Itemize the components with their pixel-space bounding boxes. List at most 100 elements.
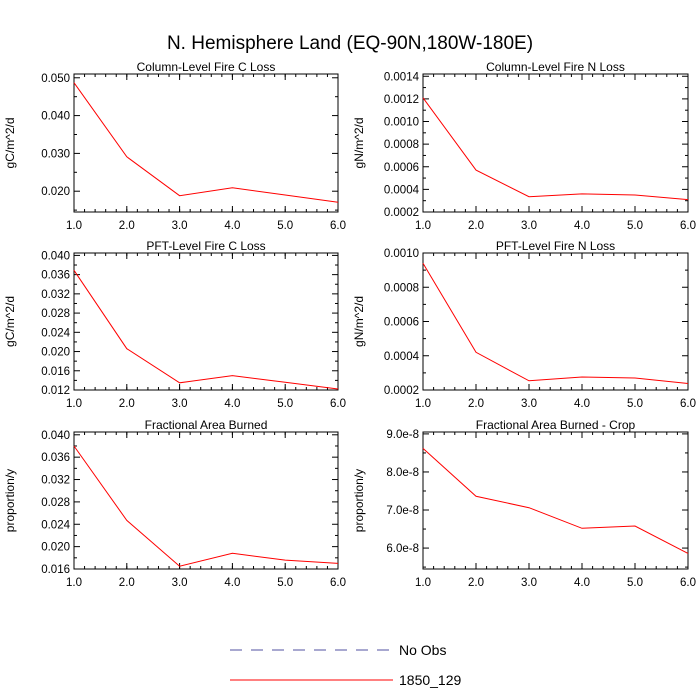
y-tick-label: 0.032 [41, 289, 70, 301]
y-tick-label: 0.0006 [384, 317, 419, 329]
x-tick-label: 2.0 [119, 220, 135, 232]
y-tick-label: 0.024 [41, 327, 70, 339]
x-tick-label: 1.0 [66, 577, 82, 589]
panels: 1.0 2.0 3.0 4.0 5.0 6.0 0.020 0.030 0.040 0.050 Co… [3, 60, 696, 589]
panel-title: PFT-Level Fire N Loss [496, 239, 615, 253]
x-tick-label: 5.0 [627, 398, 643, 410]
x-tick-label: 4.0 [574, 220, 590, 232]
plot-frame [73, 73, 339, 213]
plot-frame [422, 73, 689, 213]
figure-title: N. Hemisphere Land (EQ-90N,180W-180E) [167, 33, 533, 54]
plot-frame [422, 252, 689, 391]
y-axis-label: gC/m^2/d [3, 118, 17, 169]
y-tick-label: 0.040 [41, 111, 70, 123]
y-axis-label: gN/m^2/d [352, 118, 366, 169]
x-tick-label: 3.0 [521, 577, 537, 589]
panel-3: 1.0 2.0 3.0 4.0 5.0 6.0 0.012 0.016 0.020 0.024 0.… [3, 239, 346, 410]
panel-title: Fractional Area Burned [145, 418, 268, 432]
y-tick-label: 0.0002 [384, 207, 419, 219]
y-tick-label: 0.020 [41, 186, 70, 198]
x-tick-label: 4.0 [224, 577, 240, 589]
y-axis-label: gC/m^2/d [3, 296, 17, 347]
y-tick-label: 0.028 [41, 497, 70, 509]
x-tick-label: 6.0 [330, 220, 346, 232]
x-tick-label: 4.0 [224, 398, 240, 410]
x-tick-label: 3.0 [172, 577, 188, 589]
x-tick-label: 6.0 [680, 398, 696, 410]
legend: No Obs 1850_129 [230, 642, 462, 688]
x-tick-label: 2.0 [468, 577, 484, 589]
y-tick-label: 0.040 [41, 250, 70, 262]
series-line [422, 97, 689, 201]
y-tick-label: 0.0006 [384, 162, 419, 174]
x-tick-label: 6.0 [680, 577, 696, 589]
series-line [73, 445, 339, 567]
x-tick-label: 4.0 [574, 398, 590, 410]
y-tick-label: 0.016 [41, 366, 70, 378]
plot-frame [73, 431, 339, 570]
x-tick-label: 5.0 [627, 220, 643, 232]
legend-entry: 1850_129 [230, 672, 462, 688]
y-tick-label: 0.0012 [384, 94, 419, 106]
y-tick-label: 0.0008 [384, 282, 419, 294]
panel-title: Fractional Area Burned - Crop [476, 418, 636, 432]
x-tick-label: 1.0 [415, 577, 431, 589]
x-tick-label: 6.0 [330, 398, 346, 410]
y-tick-label: 0.0014 [384, 71, 420, 83]
y-tick-label: 0.028 [41, 308, 70, 320]
series-line [422, 448, 689, 554]
x-tick-label: 4.0 [574, 577, 590, 589]
y-tick-label: 0.012 [41, 385, 70, 397]
panel-2: 1.0 2.0 3.0 4.0 5.0 6.0 0.0002 0.0004 0.0006 0.00… [352, 60, 696, 232]
y-tick-label: 6.0e-8 [386, 543, 419, 555]
y-tick-label: 0.020 [41, 542, 70, 554]
y-tick-label: 0.0010 [384, 117, 419, 129]
x-tick-label: 1.0 [415, 220, 431, 232]
panel-6: 1.0 2.0 3.0 4.0 5.0 6.0 6.0e-8 7.0e-8 8.0e-8 9.0e… [352, 418, 696, 589]
y-tick-label: 0.030 [41, 148, 70, 160]
y-tick-label: 0.040 [41, 430, 70, 442]
y-tick-label: 0.036 [41, 452, 70, 464]
panel-1: 1.0 2.0 3.0 4.0 5.0 6.0 0.020 0.030 0.040 0.050 Co… [3, 60, 346, 232]
y-axis-label: proportion/y [3, 469, 17, 532]
plot-frame [73, 252, 339, 391]
x-tick-label: 2.0 [119, 398, 135, 410]
y-tick-label: 0.032 [41, 475, 70, 487]
series-line [422, 263, 689, 384]
x-tick-label: 1.0 [415, 398, 431, 410]
x-tick-label: 3.0 [521, 220, 537, 232]
x-tick-label: 2.0 [468, 398, 484, 410]
x-tick-label: 6.0 [680, 220, 696, 232]
panel-title: Column-Level Fire C Loss [137, 60, 276, 74]
y-tick-label: 0.0004 [384, 184, 420, 196]
y-tick-label: 9.0e-8 [386, 429, 419, 441]
y-tick-label: 0.020 [41, 347, 70, 359]
x-tick-label: 3.0 [172, 398, 188, 410]
y-axis-label: proportion/y [352, 469, 366, 532]
y-tick-label: 7.0e-8 [386, 505, 419, 517]
y-tick-label: 0.050 [41, 73, 70, 85]
y-tick-label: 0.016 [41, 564, 70, 576]
y-tick-label: 0.024 [41, 519, 70, 531]
x-tick-label: 6.0 [330, 577, 346, 589]
y-axis-label: gN/m^2/d [352, 296, 366, 347]
y-tick-label: 0.036 [41, 270, 70, 282]
legend-label: 1850_129 [399, 672, 462, 688]
x-tick-label: 5.0 [277, 577, 293, 589]
y-tick-label: 0.0010 [384, 248, 419, 260]
panel-5: 1.0 2.0 3.0 4.0 5.0 6.0 0.016 0.020 0.024 0.028 0.… [3, 418, 346, 589]
x-tick-label: 1.0 [66, 220, 82, 232]
y-tick-label: 0.0008 [384, 139, 419, 151]
x-tick-label: 2.0 [119, 577, 135, 589]
series-line [73, 82, 339, 203]
x-tick-label: 5.0 [627, 577, 643, 589]
legend-label: No Obs [399, 642, 446, 658]
series-line [73, 270, 339, 390]
x-tick-label: 1.0 [66, 398, 82, 410]
x-tick-label: 3.0 [521, 398, 537, 410]
x-tick-label: 5.0 [277, 220, 293, 232]
panel-title: Column-Level Fire N Loss [486, 60, 625, 74]
y-tick-label: 0.0004 [384, 351, 420, 363]
y-tick-label: 8.0e-8 [386, 467, 419, 479]
